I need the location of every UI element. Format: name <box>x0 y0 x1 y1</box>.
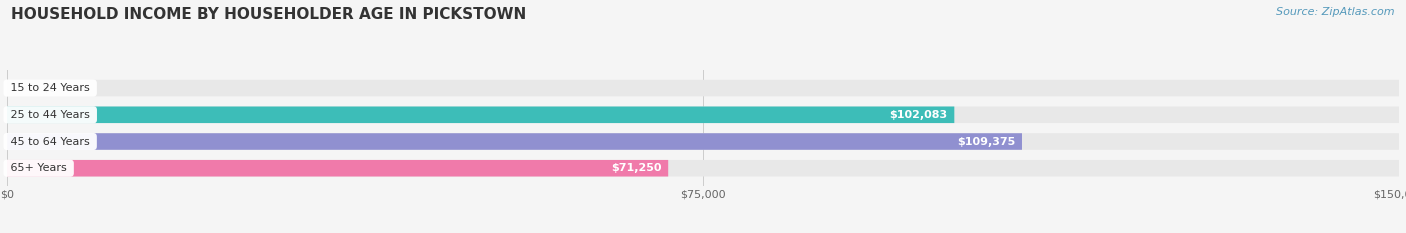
FancyBboxPatch shape <box>7 160 668 177</box>
Text: $71,250: $71,250 <box>610 163 661 173</box>
Text: 65+ Years: 65+ Years <box>7 163 70 173</box>
Text: $109,375: $109,375 <box>956 137 1015 147</box>
FancyBboxPatch shape <box>7 80 1399 96</box>
FancyBboxPatch shape <box>7 133 1399 150</box>
Text: HOUSEHOLD INCOME BY HOUSEHOLDER AGE IN PICKSTOWN: HOUSEHOLD INCOME BY HOUSEHOLDER AGE IN P… <box>11 7 526 22</box>
Text: 25 to 44 Years: 25 to 44 Years <box>7 110 93 120</box>
FancyBboxPatch shape <box>7 106 955 123</box>
Text: $102,083: $102,083 <box>889 110 948 120</box>
Text: 15 to 24 Years: 15 to 24 Years <box>7 83 93 93</box>
FancyBboxPatch shape <box>7 133 1022 150</box>
FancyBboxPatch shape <box>7 160 1399 177</box>
Text: 45 to 64 Years: 45 to 64 Years <box>7 137 93 147</box>
Text: Source: ZipAtlas.com: Source: ZipAtlas.com <box>1277 7 1395 17</box>
Text: $0: $0 <box>42 83 56 93</box>
FancyBboxPatch shape <box>7 106 1399 123</box>
